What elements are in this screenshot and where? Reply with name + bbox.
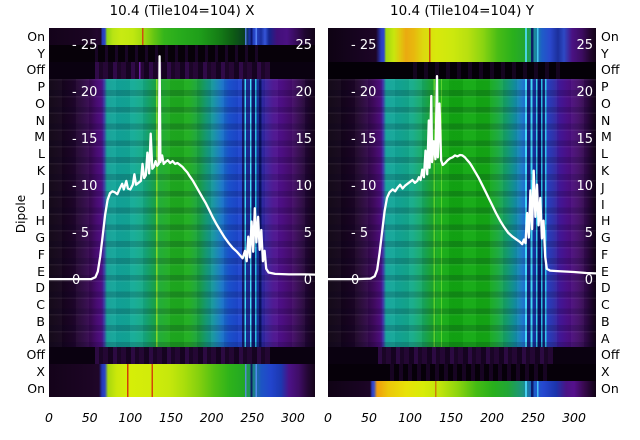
dipole-row-label: O — [601, 95, 611, 111]
panel-y-title: 10.4 (Tile104=104) Y — [390, 3, 534, 19]
dipole-row-label: K — [36, 163, 45, 178]
dipole-row-label: On — [601, 28, 619, 44]
x-tick-label: 250 — [521, 410, 545, 425]
x-tick-label: 300 — [281, 410, 305, 425]
dipole-row-label: I — [41, 196, 45, 212]
dipole-row-label: X — [601, 364, 610, 380]
dipole-row-label: On — [27, 28, 45, 44]
dipole-row-label: J — [601, 179, 605, 195]
dipole-row-label: P — [37, 79, 45, 95]
x-tick-label: 200 — [199, 410, 224, 425]
panel-y-heatmap: - 25- 20- 15- 10- 50 2520151050 — [328, 28, 596, 397]
y-axis-label: Dipole — [14, 194, 28, 234]
heat-band-dipoles — [49, 78, 315, 347]
x-tick-label: 0 — [45, 410, 53, 425]
dipole-row-label: E — [601, 263, 609, 279]
dipole-row-label: D — [601, 280, 611, 296]
heat-band-on-top — [49, 28, 315, 45]
dipole-row-label: E — [37, 263, 45, 279]
dipole-row-label: X — [36, 364, 45, 380]
dipole-row-label: L — [601, 146, 608, 162]
x-tick-label: 100 — [398, 410, 422, 425]
dipole-row-label: C — [36, 297, 45, 313]
dipole-row-label: Y — [601, 45, 609, 61]
heat-band-on-bottom — [328, 380, 596, 397]
heat-band-on-y-top — [328, 28, 596, 62]
dipole-row-label: Off — [26, 62, 45, 78]
panel-x-title: 10.4 (Tile104=104) X — [109, 3, 255, 19]
dipole-row-label: M — [601, 129, 612, 145]
dipole-row-label: J — [41, 179, 45, 195]
panel-x-profile-curve — [49, 55, 315, 281]
dipole-row-label: O — [35, 95, 45, 111]
x-tick-label: 150 — [439, 410, 463, 425]
dipole-row-label: D — [35, 280, 45, 296]
dipole-row-label: L — [38, 146, 45, 162]
dipole-row-label: N — [35, 112, 45, 128]
x-tick-label: 200 — [480, 410, 504, 425]
dipole-row-label: G — [35, 230, 45, 246]
dipole-row-label: C — [601, 297, 610, 313]
heat-band-off-bottom — [328, 346, 596, 364]
panel-x-tick-marks — [49, 404, 293, 409]
dipole-row-label: H — [601, 213, 611, 229]
dipole-row-label: Off — [26, 347, 45, 363]
heat-band-off-top — [49, 61, 315, 79]
heat-band-off-top — [328, 61, 596, 79]
dipole-row-label: F — [601, 246, 609, 262]
x-tick-label: 250 — [240, 410, 265, 425]
heat-band-x-on-bottom — [49, 363, 315, 397]
x-tick-label: 150 — [159, 410, 183, 425]
dipole-row-label: F — [37, 246, 45, 262]
heat-band-y-off — [49, 45, 315, 62]
dipole-row-label: N — [601, 112, 611, 128]
dipole-row-label: G — [601, 230, 611, 246]
x-tick-label: 0 — [324, 410, 332, 425]
dipole-row-label: Off — [601, 347, 620, 363]
dipole-row-label: M — [34, 129, 45, 145]
x-tick-label: 50 — [361, 410, 377, 425]
x-tick-label: 50 — [81, 410, 98, 425]
dipole-row-label: K — [601, 163, 610, 178]
dipole-row-label: H — [35, 213, 45, 229]
dipole-row-label: I — [601, 196, 605, 212]
panel-x-heatmap: - 25- 20- 15- 10- 50 2520151050 — [49, 28, 315, 397]
panel-y-tick-marks — [328, 404, 574, 409]
dipole-row-label: P — [601, 79, 609, 95]
panel-y-profile-curve — [328, 75, 596, 281]
x-tick-label: 100 — [118, 410, 143, 425]
dipole-labels-right: On Y Off P O N M L K J I H G F E D C B A Off X On — [601, 28, 640, 397]
x-tick-label: 300 — [562, 410, 586, 425]
dipole-labels-left: On Y Off P O N M L K J I H G F E D C B A Off X On — [0, 28, 45, 397]
dipole-row-label: Off — [601, 62, 620, 78]
heat-band-off-bottom — [49, 346, 315, 364]
panel-y-tick-labels: 0 50 100 150 200 250 300 — [324, 410, 586, 425]
heat-band-dipoles — [328, 78, 596, 347]
heat-band-x-off — [328, 363, 596, 381]
dipole-row-label: On — [27, 380, 45, 396]
dipole-row-label: On — [601, 380, 619, 396]
dipole-row-label: Y — [37, 45, 45, 61]
dipole-row-label: B — [601, 313, 610, 329]
panel-x-tick-labels: 0 50 100 150 200 250 300 — [45, 410, 305, 425]
dipole-row-label: A — [601, 330, 610, 346]
dipole-row-label: A — [36, 330, 45, 346]
dipole-row-label: B — [36, 313, 45, 329]
